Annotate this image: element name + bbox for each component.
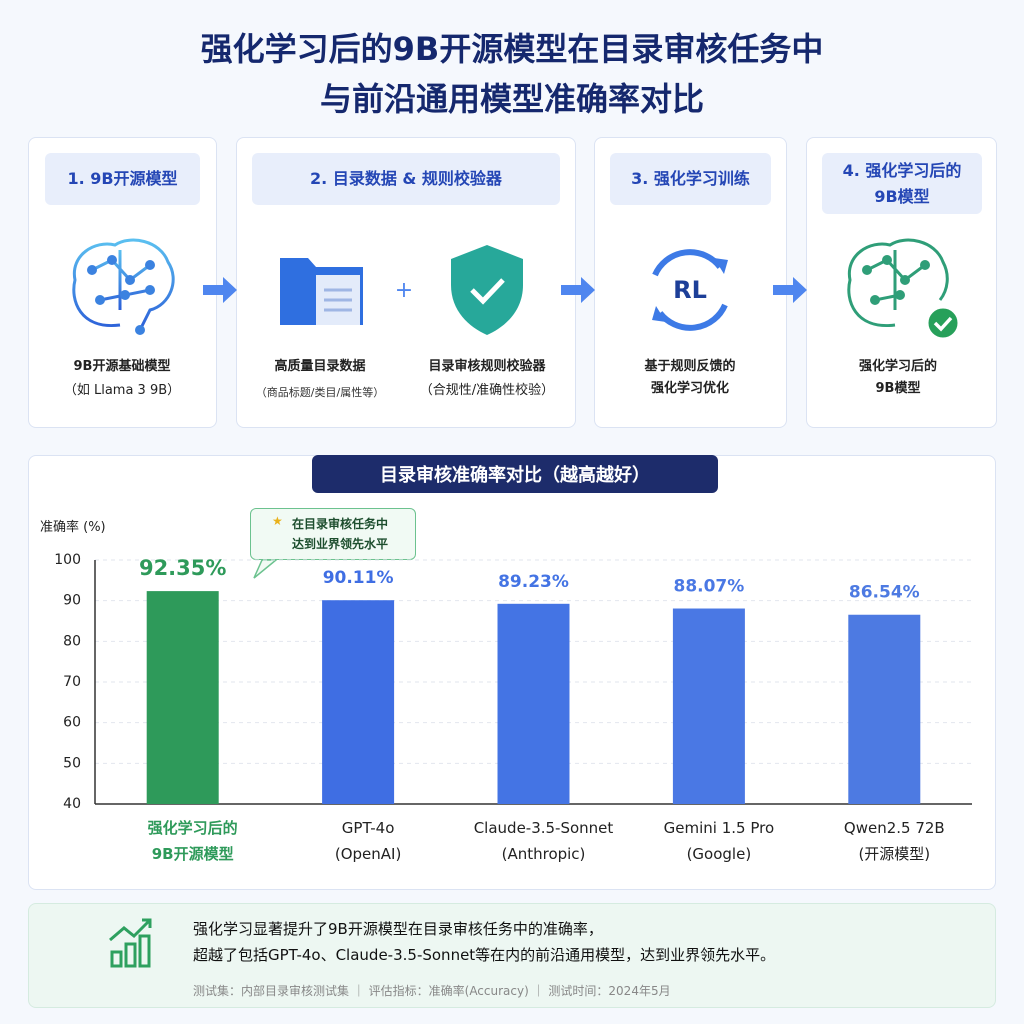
step-label: 强化学习后的 9B模型 bbox=[858, 359, 938, 396]
x-tick-label: GPT-4o (OpenAI) bbox=[334, 819, 402, 863]
summary-text: 超越了包括GPT-4o、Claude-3.5-Sonnet等在内的前沿通用模型，… bbox=[193, 946, 776, 964]
footnote: 测试集：内部目录审核测试集 ｜ 评估指标：准确率(Accuracy) ｜ 测试时… bbox=[193, 984, 671, 998]
x-tick-label: Claude-3.5-Sonnet (Anthropic) bbox=[473, 819, 614, 863]
step-label: 高质量目录数据 bbox=[274, 359, 366, 374]
x-tick-label: 强化学习后的 9B开源模型 bbox=[147, 819, 238, 863]
annotation-box bbox=[250, 508, 416, 560]
y-axis-label: 准确率 (%) bbox=[40, 520, 106, 535]
x-tick-label: Gemini 1.5 Pro (Google) bbox=[663, 819, 775, 863]
step-title: 4. 强化学习后的 9B模型 bbox=[822, 153, 982, 214]
annotation: 在目录审核任务中 达到业界领先水平 bbox=[292, 517, 389, 551]
step-title: 2. 目录数据 & 规则校验器 bbox=[252, 153, 560, 205]
step-label: 目录审核规则校验器 bbox=[428, 359, 546, 374]
star-icon: ★ bbox=[272, 514, 283, 528]
step-label: 9B开源基础模型 bbox=[73, 359, 171, 374]
step-title: 3. 强化学习训练 bbox=[610, 153, 771, 205]
chart-title: 目录审核准确率对比（越高越好） bbox=[312, 455, 718, 493]
step-note: （合规性/准确性校验） bbox=[419, 383, 555, 398]
summary-text: 强化学习显著提升了9B开源模型在目录审核任务中的准确率， bbox=[193, 920, 603, 938]
step-label: 基于规则反馈的 强化学习优化 bbox=[644, 359, 736, 396]
summary-panel bbox=[28, 903, 996, 1008]
step-note: （商品标题/类目/属性等） bbox=[255, 386, 385, 399]
title-line: 强化学习后的9B开源模型在目录审核任务中 bbox=[200, 30, 824, 68]
step-note: （如 Llama 3 9B） bbox=[63, 383, 181, 398]
step-title: 1. 9B开源模型 bbox=[45, 153, 200, 205]
title-line: 与前沿通用模型准确率对比 bbox=[319, 80, 704, 118]
x-tick-label: Qwen2.5 72B (开源模型) bbox=[843, 819, 945, 863]
